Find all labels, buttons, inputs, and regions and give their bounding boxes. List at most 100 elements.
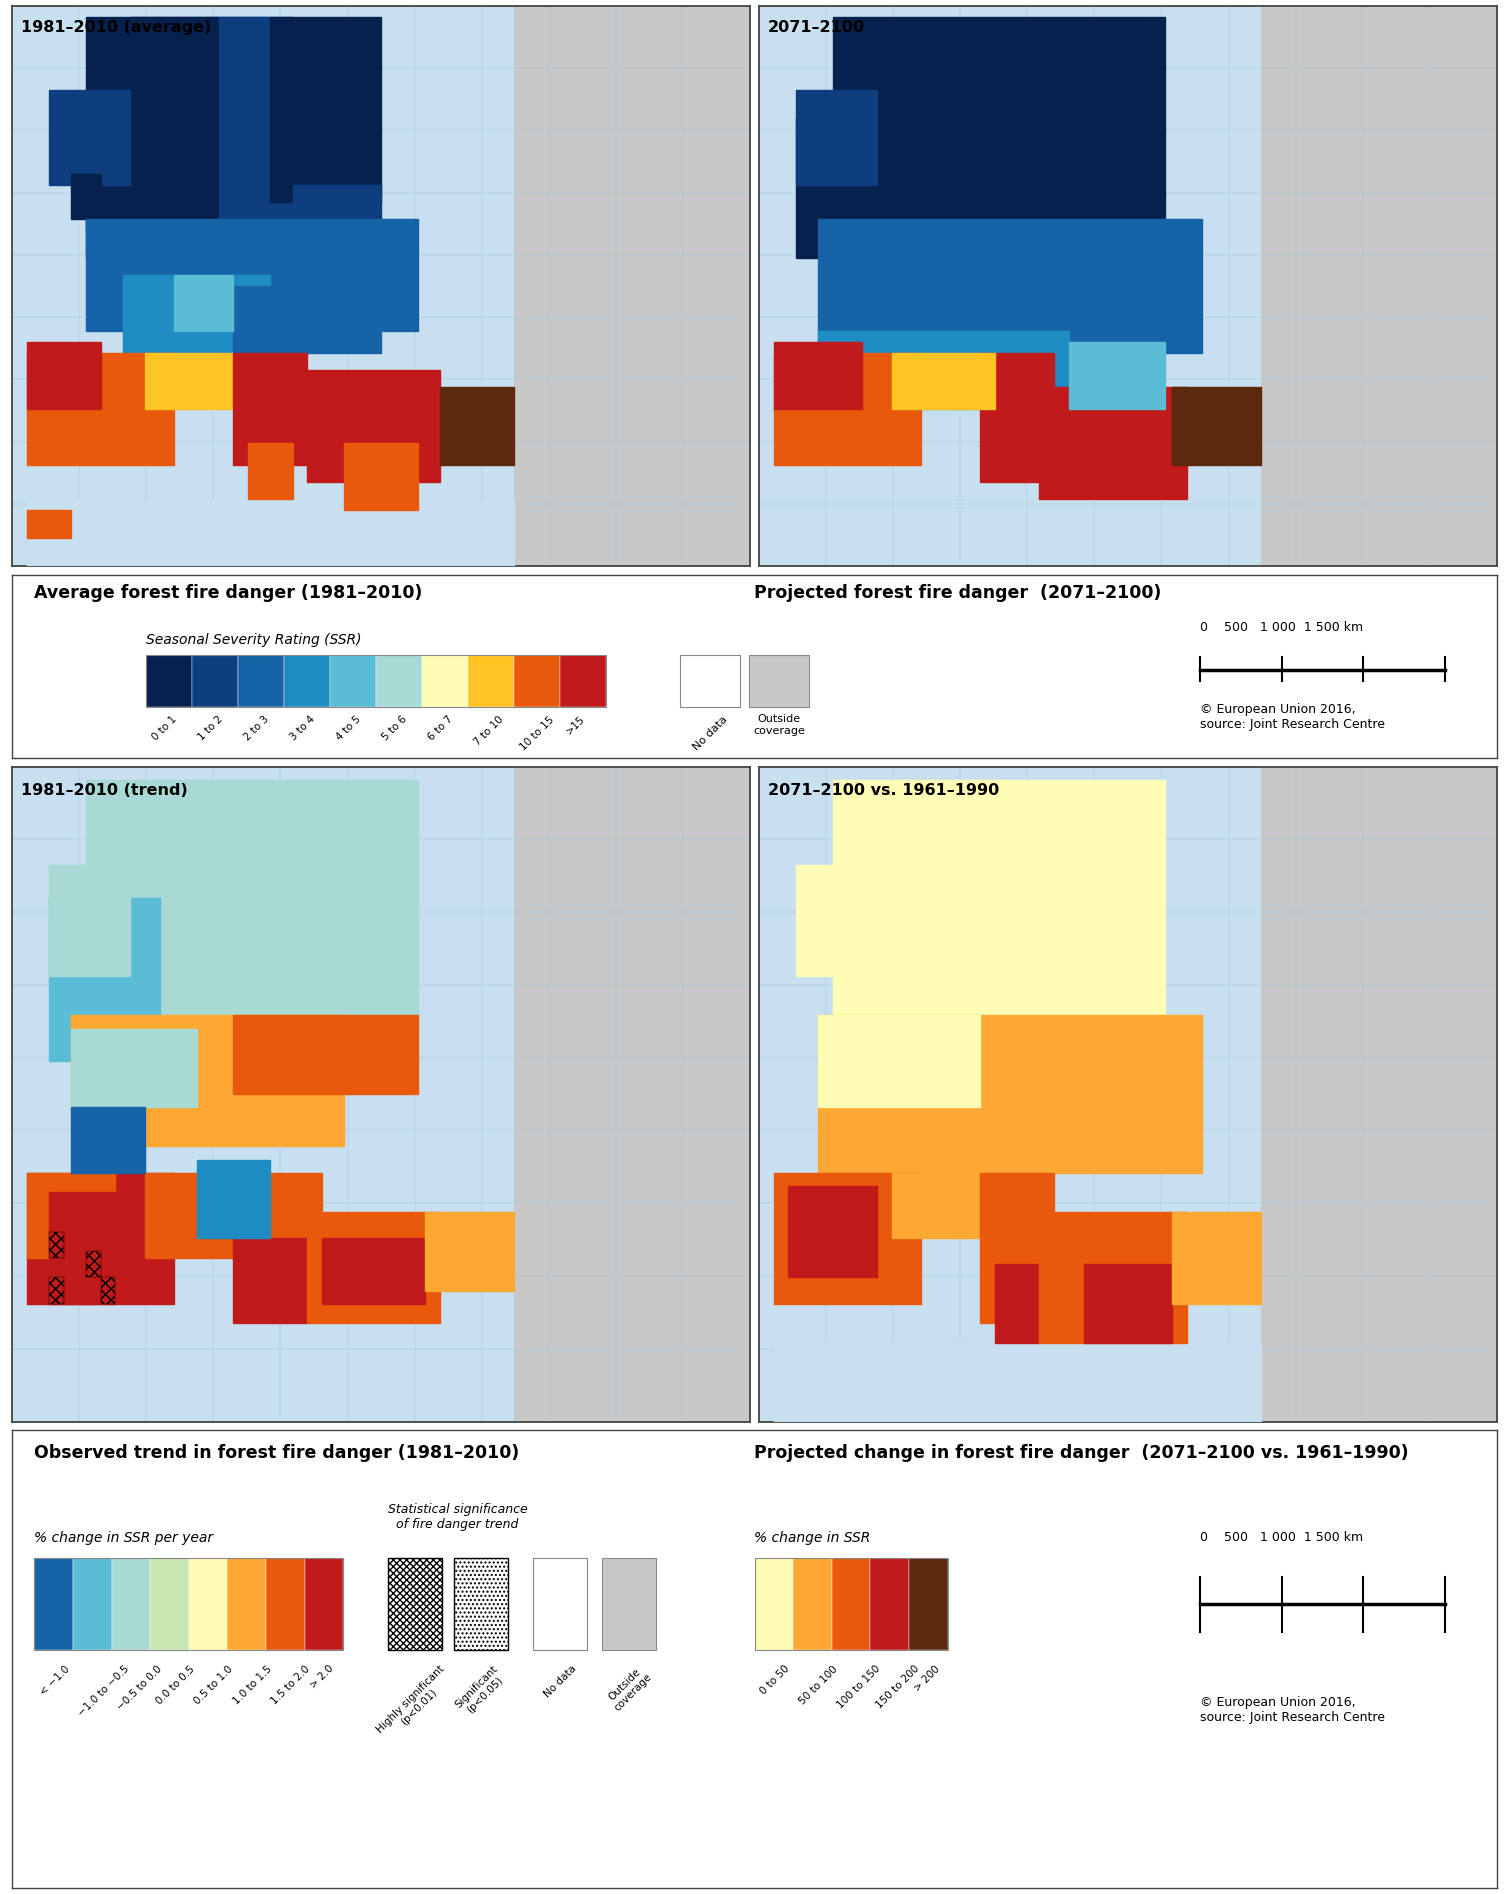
- Polygon shape: [234, 286, 382, 354]
- Polygon shape: [27, 509, 71, 538]
- Bar: [330, 655, 376, 706]
- Text: 3 to 4: 3 to 4: [288, 714, 317, 742]
- Polygon shape: [48, 89, 130, 186]
- Text: −0.5 to 0.0: −0.5 to 0.0: [115, 1663, 164, 1712]
- Polygon shape: [788, 1186, 877, 1277]
- Bar: [794, 1559, 831, 1650]
- Text: No data: No data: [691, 714, 729, 752]
- Text: % change in SSR: % change in SSR: [754, 1530, 871, 1546]
- Polygon shape: [1068, 343, 1165, 409]
- Bar: [454, 1559, 507, 1650]
- Polygon shape: [1083, 1265, 1172, 1343]
- Polygon shape: [270, 17, 382, 203]
- Polygon shape: [994, 1265, 1040, 1343]
- Text: 0    500   1 000  1 500 km: 0 500 1 000 1 500 km: [1200, 621, 1363, 634]
- Text: > 200: > 200: [913, 1663, 942, 1693]
- Text: −1.0 to −0.5: −1.0 to −0.5: [77, 1663, 131, 1718]
- Bar: [560, 655, 607, 706]
- Text: 50 to 100: 50 to 100: [797, 1663, 839, 1706]
- Bar: [72, 1559, 112, 1650]
- Bar: [48, 1277, 63, 1303]
- Polygon shape: [818, 218, 1201, 354]
- Polygon shape: [795, 866, 877, 975]
- Text: Projected change in forest fire danger  (2071–2100 vs. 1961–1990): Projected change in forest fire danger (…: [754, 1443, 1409, 1462]
- Text: Highly significant
(p<0.01): Highly significant (p<0.01): [376, 1663, 454, 1742]
- Polygon shape: [774, 354, 922, 466]
- Polygon shape: [86, 17, 270, 229]
- Bar: [423, 655, 468, 706]
- Polygon shape: [27, 343, 101, 409]
- Text: 10 to 15: 10 to 15: [519, 714, 557, 752]
- Text: 0 to 50: 0 to 50: [759, 1663, 791, 1697]
- Bar: [831, 1559, 871, 1650]
- Text: >15: >15: [564, 714, 587, 737]
- Text: 2071–2100: 2071–2100: [768, 19, 865, 34]
- Polygon shape: [833, 17, 1165, 229]
- Polygon shape: [48, 898, 160, 1061]
- Text: 1981–2010 (trend): 1981–2010 (trend): [21, 782, 187, 797]
- Text: < −1.0: < −1.0: [38, 1663, 71, 1697]
- Text: 7 to 10: 7 to 10: [472, 714, 506, 748]
- Polygon shape: [219, 17, 293, 229]
- Bar: [1260, 767, 1497, 1422]
- Bar: [750, 655, 809, 706]
- Bar: [101, 1277, 115, 1303]
- Text: 1 to 2: 1 to 2: [196, 714, 225, 742]
- Polygon shape: [795, 117, 907, 258]
- Bar: [515, 6, 750, 566]
- Polygon shape: [774, 1172, 922, 1303]
- Polygon shape: [86, 218, 418, 331]
- Text: No data: No data: [542, 1663, 578, 1699]
- Bar: [515, 655, 560, 706]
- Polygon shape: [1172, 1212, 1260, 1303]
- Polygon shape: [892, 354, 994, 409]
- Bar: [1260, 6, 1497, 566]
- Polygon shape: [27, 1172, 115, 1258]
- Bar: [146, 655, 192, 706]
- Text: 1.0 to 1.5: 1.0 to 1.5: [231, 1663, 273, 1706]
- Text: Observed trend in forest fire danger (1981–2010): Observed trend in forest fire danger (19…: [35, 1443, 519, 1462]
- Text: 6 to 7: 6 to 7: [427, 714, 454, 742]
- Polygon shape: [818, 331, 1068, 409]
- Bar: [112, 1559, 151, 1650]
- Text: 100 to 150: 100 to 150: [836, 1663, 883, 1710]
- Bar: [871, 1559, 908, 1650]
- Bar: [228, 1559, 266, 1650]
- Text: © European Union 2016,
source: Joint Research Centre: © European Union 2016, source: Joint Res…: [1200, 1695, 1385, 1724]
- Bar: [754, 1559, 794, 1650]
- Polygon shape: [48, 1193, 115, 1303]
- Polygon shape: [145, 354, 234, 409]
- Polygon shape: [774, 1343, 1260, 1422]
- Polygon shape: [795, 89, 877, 186]
- Polygon shape: [71, 174, 101, 218]
- Bar: [189, 1559, 228, 1650]
- Bar: [192, 655, 238, 706]
- Polygon shape: [71, 1108, 145, 1172]
- Polygon shape: [818, 163, 862, 218]
- Text: Statistical significance
of fire danger trend: Statistical significance of fire danger …: [388, 1504, 528, 1530]
- Text: % change in SSR per year: % change in SSR per year: [35, 1530, 213, 1546]
- Polygon shape: [441, 386, 515, 466]
- Polygon shape: [833, 780, 1165, 1028]
- Polygon shape: [308, 369, 441, 483]
- Polygon shape: [27, 354, 175, 466]
- Polygon shape: [71, 1028, 196, 1108]
- Bar: [388, 1559, 442, 1650]
- Bar: [35, 1559, 343, 1650]
- Text: Average forest fire danger (1981–2010): Average forest fire danger (1981–2010): [35, 583, 423, 602]
- Bar: [305, 1559, 343, 1650]
- Polygon shape: [892, 1172, 994, 1239]
- Bar: [602, 1559, 656, 1650]
- Bar: [146, 655, 607, 706]
- Bar: [48, 1231, 63, 1258]
- Polygon shape: [981, 354, 1055, 483]
- Bar: [515, 767, 750, 1422]
- Polygon shape: [1172, 386, 1260, 466]
- Polygon shape: [48, 866, 130, 975]
- Text: 4 to 5: 4 to 5: [335, 714, 362, 742]
- Polygon shape: [234, 1015, 418, 1095]
- Text: 5 to 6: 5 to 6: [380, 714, 409, 742]
- Polygon shape: [196, 1159, 270, 1239]
- Text: 0    500   1 000  1 500 km: 0 500 1 000 1 500 km: [1200, 1530, 1363, 1544]
- Bar: [754, 1559, 948, 1650]
